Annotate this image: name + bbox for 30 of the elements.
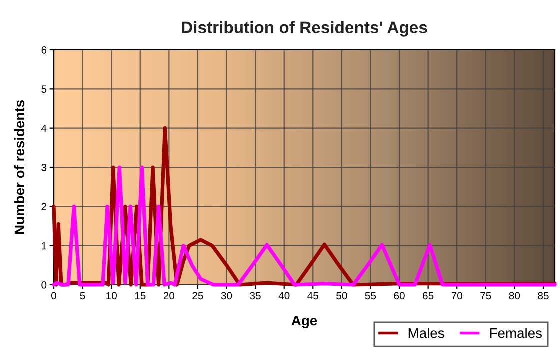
x-tick-label: 0 [52, 292, 56, 300]
x-tick-label: 35 [250, 292, 261, 300]
y-tick-label: 3 [42, 164, 47, 172]
x-tick-label: 20 [164, 292, 175, 300]
x-tick-label: 40 [278, 292, 290, 300]
x-tick-label: 75 [480, 292, 492, 300]
x-tick-label: 85 [538, 292, 549, 300]
x-tick-label: 5 [80, 292, 86, 300]
x-tick-label: 65 [423, 292, 434, 300]
y-tick-label: 6 [42, 46, 47, 54]
y-axis-title: Number of residents [14, 100, 25, 234]
x-tick-label: 25 [192, 292, 204, 300]
y-tick-label: 0 [42, 282, 47, 289]
legend-label: Males [408, 328, 444, 338]
x-tick-label: 15 [135, 292, 146, 300]
x-tick-label: 10 [106, 292, 117, 300]
y-tick-label: 5 [42, 86, 47, 94]
y-tick-label: 4 [42, 124, 47, 132]
x-tick-label: 70 [452, 292, 462, 300]
y-tick-label: 2 [42, 203, 47, 210]
x-tick-label: 30 [221, 292, 232, 300]
chart-title: Distribution of Residents' Ages [182, 21, 428, 37]
y-tick-label: 1 [42, 242, 47, 250]
x-tick-label: 55 [365, 292, 376, 300]
x-tick-label: 50 [336, 292, 348, 300]
x-tick-label: 80 [509, 292, 520, 300]
x-tick-label: 60 [394, 292, 405, 300]
x-axis-title: Age [292, 316, 318, 328]
legend-label: Females [490, 328, 542, 338]
x-tick-label: 45 [308, 292, 318, 300]
